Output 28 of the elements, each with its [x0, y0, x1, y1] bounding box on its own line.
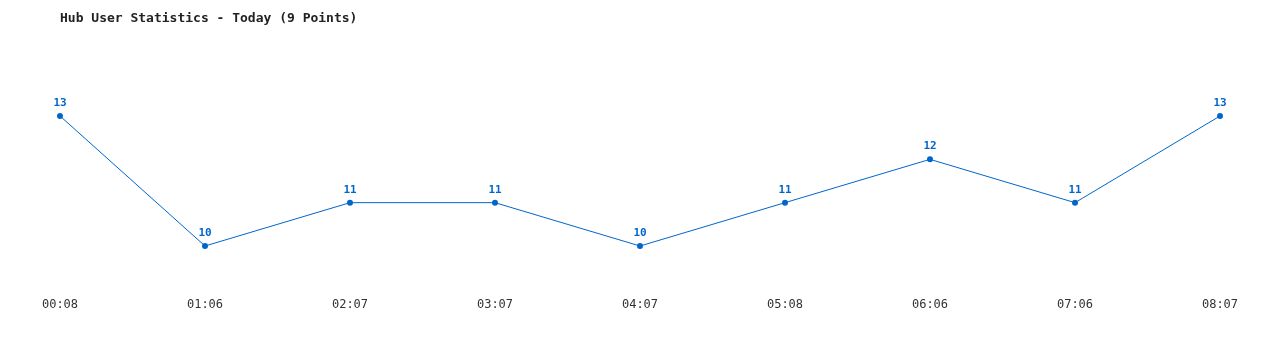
x-tick-label: 08:07	[1201, 297, 1239, 311]
data-label: 11	[488, 182, 502, 196]
point	[782, 199, 788, 206]
x-tick-label: 01:06	[186, 297, 224, 311]
point	[1217, 113, 1223, 119]
x-tick-label: 04:07	[621, 297, 659, 311]
point	[202, 243, 208, 249]
point	[1072, 199, 1078, 206]
data-label: 10	[198, 226, 212, 239]
x-tick-label: 00:08	[41, 297, 79, 311]
point	[57, 113, 63, 119]
x-tick-label: 03:07	[476, 297, 514, 311]
x-tick-label: 02:07	[331, 297, 369, 311]
chart-title: Hub User Statistics - Today (9 Points)	[60, 10, 358, 25]
point	[637, 243, 643, 249]
x-tick-label: 07:06	[1056, 297, 1094, 311]
data-label: 13	[1213, 96, 1227, 109]
point	[927, 156, 933, 163]
x-tick-label: 05:08	[766, 297, 804, 311]
data-label: 13	[53, 96, 67, 109]
data-label: 11	[778, 182, 792, 196]
data-label: 12	[923, 139, 937, 153]
x-tick-label: 06:06	[911, 297, 949, 311]
data-label: 11	[343, 182, 357, 196]
point	[347, 199, 353, 206]
point	[492, 199, 498, 206]
data-label: 11	[1068, 182, 1082, 196]
data-label: 10	[633, 226, 647, 239]
